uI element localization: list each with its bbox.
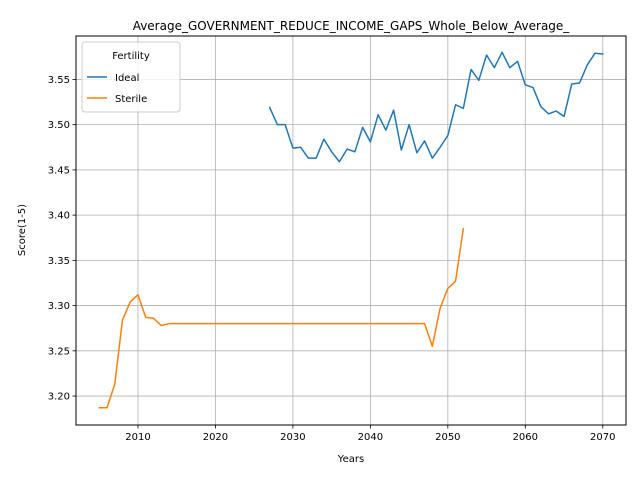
legend-title: Fertility — [112, 51, 150, 62]
y-tick-label: 3.35 — [48, 256, 70, 267]
x-tick-label: 2010 — [125, 432, 150, 443]
x-tick-label: 2040 — [358, 432, 383, 443]
y-tick-label: 3.20 — [48, 392, 70, 403]
ticks: 2010 2020 2030 2040 2050 2060 2070 3.20 3.25 3.30… — [48, 75, 616, 443]
y-tick-label: 3.25 — [48, 346, 70, 357]
legend-label-ideal: Ideal — [115, 73, 139, 84]
series-layer — [98, 51, 604, 409]
x-tick-label: 2060 — [513, 432, 538, 443]
series-line-sterile — [98, 227, 465, 409]
x-tick-label: 2070 — [590, 432, 615, 443]
axes-frame — [75, 35, 627, 426]
grid — [76, 36, 626, 425]
series-line-ideal — [268, 51, 604, 163]
chart-title: Average_GOVERNMENT_REDUCE_INCOME_GAPS_Wh… — [133, 19, 571, 33]
y-tick-label: 3.50 — [48, 120, 70, 131]
y-axis-label: Score(1-5) — [17, 204, 28, 256]
y-tick-label: 3.55 — [48, 75, 70, 86]
x-tick-label: 2050 — [435, 432, 460, 443]
y-tick-label: 3.45 — [48, 165, 70, 176]
y-tick-label: 3.40 — [48, 211, 70, 222]
legend: Fertility Ideal Sterile — [81, 41, 181, 113]
legend-label-sterile: Sterile — [115, 94, 147, 105]
x-tick-label: 2020 — [203, 432, 228, 443]
legend-box — [81, 41, 181, 113]
x-tick-label: 2030 — [280, 432, 305, 443]
x-axis-label: Years — [337, 454, 364, 465]
y-tick-label: 3.30 — [48, 301, 70, 312]
